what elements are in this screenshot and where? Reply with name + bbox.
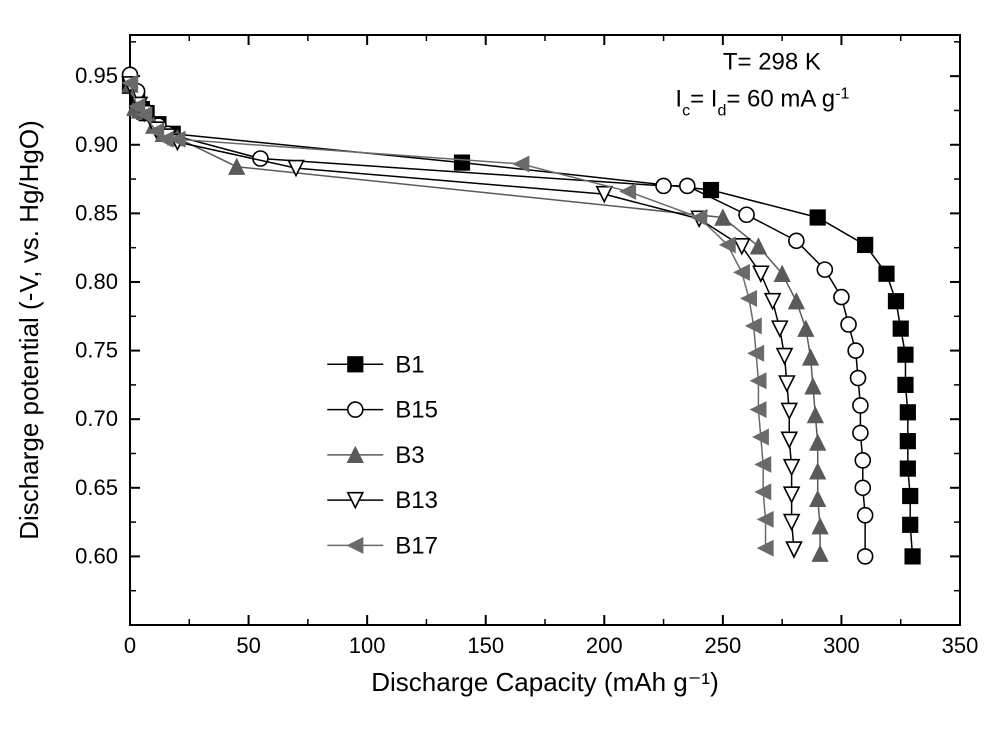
x-tick-label: 350	[942, 633, 979, 658]
legend-label-B1: B1	[395, 351, 424, 378]
series-line-B15	[130, 75, 865, 557]
legend-item-B1: B1	[327, 351, 424, 378]
x-tick-label: 100	[349, 633, 386, 658]
y-tick-label: 0.95	[75, 63, 118, 88]
chart-container: 0 50 100 150 200 250 300 350 0.60 0.65 0.70 0.75 0.8…	[0, 0, 1000, 741]
x-tick-label: 200	[586, 633, 623, 658]
x-tick-label: 250	[704, 633, 741, 658]
annotation-0: T= 298 K	[723, 48, 821, 75]
x-tick-label: 150	[467, 633, 504, 658]
y-tick-label: 0.65	[75, 475, 118, 500]
legend-label-B15: B15	[395, 397, 438, 424]
legend-label-B3: B3	[395, 442, 424, 469]
legend-item-B13: B13	[327, 487, 438, 514]
series-line-B13	[130, 84, 794, 549]
legend-label-B17: B17	[395, 532, 438, 559]
y-tick-label: 0.80	[75, 269, 118, 294]
x-axis-title: Discharge Capacity (mAh g⁻¹)	[371, 667, 719, 697]
x-tick-label: 50	[236, 633, 260, 658]
y-tick-label: 0.75	[75, 338, 118, 363]
legend-item-B3: B3	[327, 442, 424, 469]
x-tick-label: 300	[823, 633, 860, 658]
y-tick-label: 0.70	[75, 406, 118, 431]
discharge-chart: 0 50 100 150 200 250 300 350 0.60 0.65 0.70 0.75 0.8…	[0, 0, 1000, 741]
y-tick-label: 0.85	[75, 200, 118, 225]
series-line-B1	[130, 86, 913, 557]
plot-frame	[130, 35, 960, 625]
x-tick-label: 0	[124, 633, 136, 658]
series-B1	[123, 78, 921, 564]
legend-item-B17: B17	[327, 532, 438, 559]
annotation-1: Ic= Id= 60 mA g-1	[675, 85, 849, 119]
y-tick-label: 0.90	[75, 132, 118, 157]
y-axis-title: Discharge potential (-V, vs. Hg/HgO)	[14, 120, 44, 540]
y-tick-label: 0.60	[75, 543, 118, 568]
legend-label-B13: B13	[395, 487, 438, 514]
legend-item-B15: B15	[327, 397, 438, 424]
